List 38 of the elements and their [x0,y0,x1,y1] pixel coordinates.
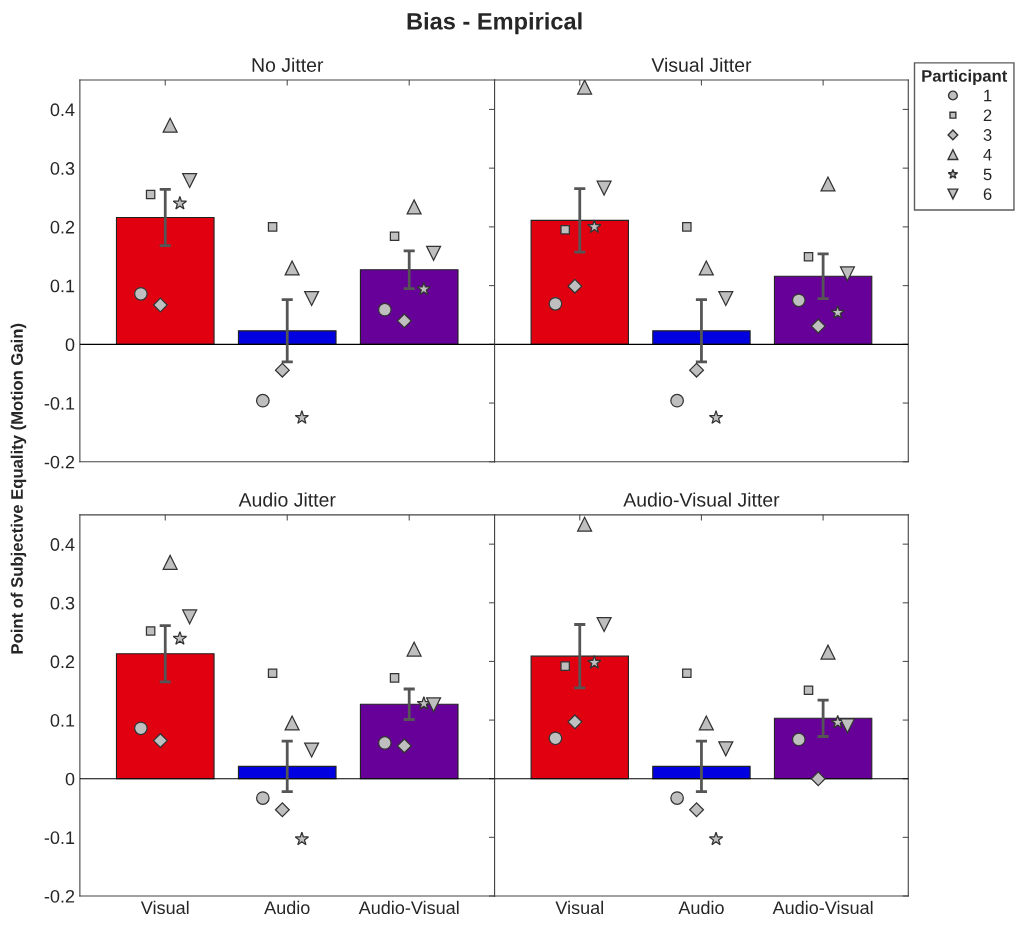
y-tick-label: 0.1 [50,714,75,727]
y-tick-label: 0.2 [50,220,75,234]
y-tick-label: -0.2 [44,455,75,469]
bar [115,653,215,780]
legend-label: 6 [983,188,992,201]
bar [237,330,337,345]
chart-title: No Jitter [252,57,324,72]
bar [359,269,459,345]
chart-title: Audio-Visual Jitter [623,492,780,507]
y-tick-label: -0.1 [44,396,75,410]
y-axis-title: Point of Subjective Equality (Motion Gain) [10,323,27,654]
x-tick-label: Audio [678,900,724,915]
x-tick-label: Audio-Visual [772,900,873,915]
legend-label: 4 [983,148,992,161]
x-tick-label: Audio-Visual [358,900,459,915]
y-tick-label: -0.1 [44,831,75,845]
y-tick-label: 0.4 [50,538,75,551]
y-tick-label: 0.2 [50,655,75,669]
legend-label: 3 [983,129,992,141]
x-tick-label: Audio [264,900,310,915]
x-tick-label: Visual [555,900,603,915]
legend-title: Participant [922,69,1008,86]
x-tick-label: Visual [140,900,189,915]
y-tick-label: 0.4 [50,103,75,117]
y-tick-label: 0 [65,338,75,352]
bar [359,703,459,780]
chart-title: Audio Jitter [238,492,336,507]
legend-label: 2 [983,109,992,122]
legend-label: 1 [984,89,992,102]
y-tick-label: 0.1 [50,279,75,293]
y-tick-label: 0.3 [50,596,75,610]
chart-title: Visual Jitter [651,57,752,72]
bar [115,216,215,345]
legend-label: 5 [983,168,992,181]
y-tick-label: 0.3 [50,162,75,175]
text: Bias - Empirical [407,12,582,35]
y-tick-label: 0 [65,772,75,786]
y-tick-label: -0.2 [44,889,75,903]
